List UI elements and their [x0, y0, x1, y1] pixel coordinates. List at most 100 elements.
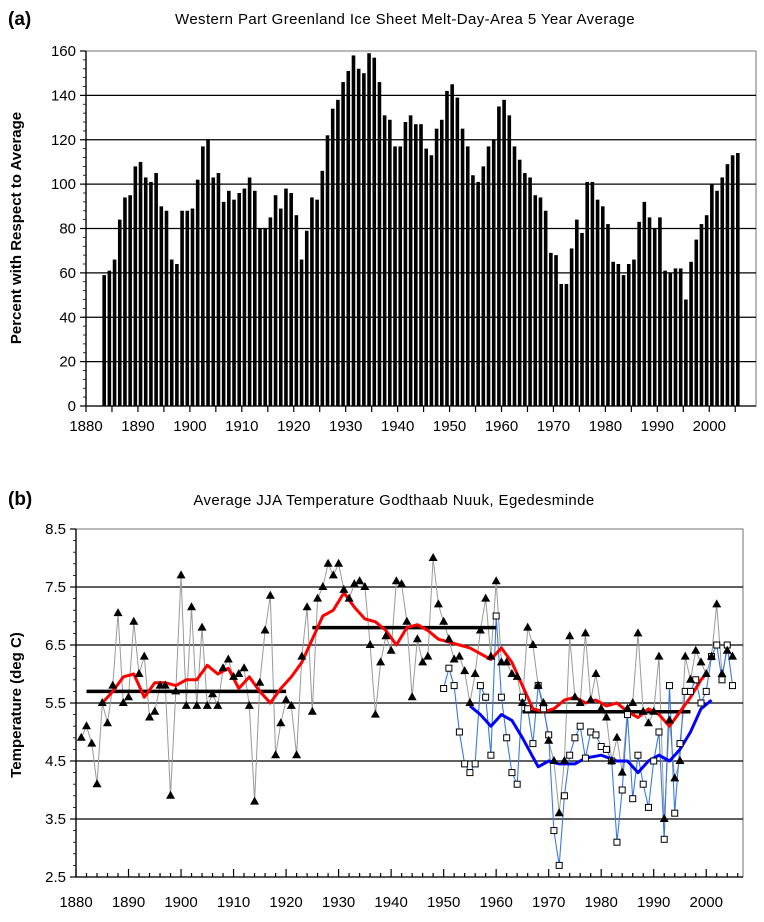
triangle-marker	[150, 706, 160, 715]
bar	[491, 139, 496, 406]
bar	[247, 177, 252, 406]
x-tick-label: 1970	[537, 418, 570, 435]
bar	[460, 128, 465, 406]
bar	[180, 210, 184, 406]
triangle-marker	[402, 616, 412, 625]
bar	[533, 195, 538, 406]
triangle-marker	[255, 677, 265, 686]
triangle-marker	[244, 700, 254, 709]
bar	[149, 181, 153, 406]
triangle-marker	[717, 669, 727, 677]
y-tick-label: 160	[51, 43, 76, 60]
x-tick-label: 1880	[59, 894, 92, 911]
triangle-marker	[538, 698, 548, 706]
x-tick-label: 1890	[112, 894, 145, 911]
triangle-marker	[118, 698, 128, 706]
triangle-marker	[664, 715, 674, 724]
bar	[471, 175, 475, 406]
triangle-marker	[412, 634, 422, 643]
bar	[175, 264, 179, 406]
bar	[434, 128, 439, 406]
square-marker	[592, 731, 600, 739]
bar	[663, 270, 667, 406]
bar	[517, 159, 522, 406]
x-tick-label: 2000	[690, 894, 723, 911]
bar	[543, 210, 548, 406]
square-marker	[623, 711, 631, 719]
square-marker	[461, 760, 469, 768]
triangle-marker	[349, 579, 359, 588]
triangle-marker	[654, 651, 664, 660]
bar	[730, 155, 735, 406]
triangle-marker	[622, 703, 632, 712]
bar	[356, 68, 361, 406]
bar	[497, 106, 501, 406]
bar	[227, 190, 231, 406]
triangle-marker	[643, 718, 653, 727]
triangle-marker	[628, 698, 638, 706]
x-tick-label: 1900	[164, 894, 197, 911]
square-marker	[718, 676, 726, 684]
bar	[190, 208, 195, 406]
bar	[138, 161, 143, 406]
triangle-marker	[223, 654, 233, 663]
triangle-marker	[92, 779, 102, 788]
bar	[575, 219, 579, 406]
square-marker	[650, 757, 658, 765]
triangle-marker	[523, 622, 533, 631]
triangle-marker	[124, 692, 134, 701]
triangle-marker	[97, 698, 107, 706]
bar	[445, 90, 449, 406]
triangle-marker	[570, 692, 580, 701]
bar	[310, 197, 314, 406]
bar	[117, 219, 122, 406]
triangle-marker	[475, 625, 485, 634]
square-marker	[555, 861, 563, 869]
panel-a-ylabel: Percent with Respect to Average	[8, 112, 25, 344]
panel-b-title: Average JJA Temperature Godthaab Nuuk, E…	[193, 492, 594, 509]
triangle-marker	[601, 712, 611, 721]
bar	[507, 115, 512, 406]
triangle-marker	[607, 756, 617, 764]
square-marker	[665, 682, 673, 690]
bar	[273, 195, 278, 406]
triangle-marker	[444, 634, 454, 643]
bar	[195, 179, 200, 406]
square-marker	[529, 740, 537, 748]
triangle-marker	[355, 576, 365, 585]
bar	[595, 199, 600, 406]
bar	[169, 259, 174, 406]
x-tick-label: 1980	[589, 418, 622, 435]
triangle-marker	[192, 700, 202, 709]
triangle-marker	[565, 631, 575, 640]
bar	[590, 181, 595, 406]
triangle-marker	[365, 640, 375, 648]
bar	[642, 201, 647, 406]
bar	[689, 261, 693, 406]
x-tick-label: 1970	[532, 894, 565, 911]
bar	[315, 199, 319, 406]
triangle-marker	[712, 599, 722, 608]
square-marker	[440, 685, 448, 692]
triangle-marker	[517, 698, 527, 706]
square-marker	[539, 705, 547, 713]
triangle-marker	[433, 599, 443, 608]
triangle-marker	[370, 709, 380, 718]
x-tick-label: 1950	[427, 894, 460, 911]
x-tick-label: 1900	[173, 418, 206, 435]
triangle-marker	[465, 698, 475, 706]
bar	[284, 188, 288, 406]
triangle-marker	[575, 698, 585, 706]
triangle-marker	[129, 616, 139, 625]
bar	[632, 259, 636, 406]
panel-a-title: Western Part Greenland Ice Sheet Melt-Da…	[175, 11, 635, 28]
triangle-marker	[108, 680, 118, 689]
x-tick-label: 1910	[217, 894, 250, 911]
x-tick-label: 1960	[485, 418, 518, 435]
triangle-marker	[334, 558, 344, 567]
triangle-marker	[339, 584, 349, 593]
triangle-marker	[701, 669, 711, 677]
triangle-marker	[265, 590, 275, 599]
triangle-marker	[171, 686, 181, 695]
triangle-marker	[528, 640, 538, 648]
